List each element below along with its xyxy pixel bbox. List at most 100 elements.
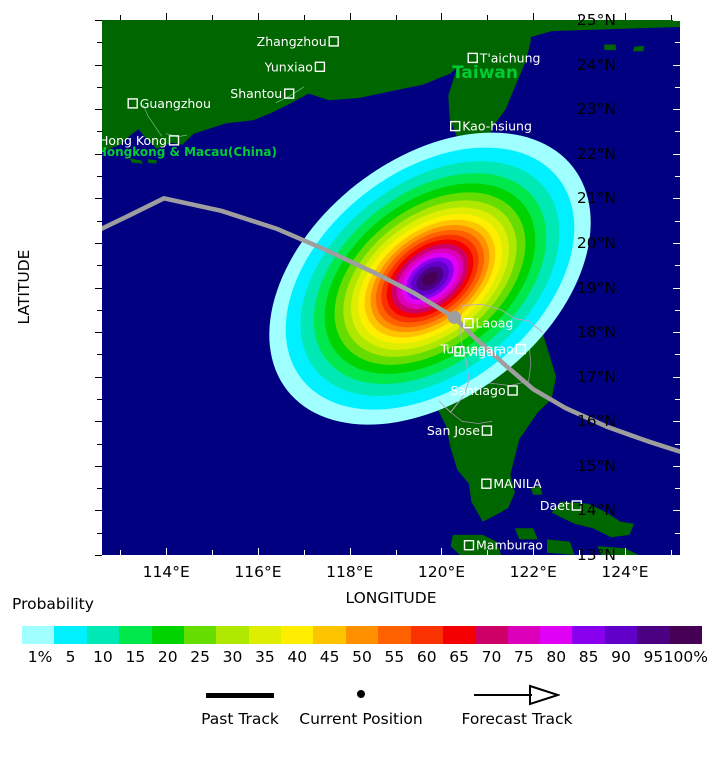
colorbar-tick-label: 80	[546, 648, 567, 666]
probability-contour-100	[422, 271, 438, 286]
city-marker-group[interactable]: Zhangzhou	[257, 34, 339, 49]
colorbar-tick-label: 45	[319, 648, 340, 666]
city-marker-group[interactable]: T'aichung	[467, 50, 540, 65]
forecast-track-line	[452, 315, 680, 454]
y-axis-tick	[95, 198, 102, 200]
colorbar-swatch	[540, 626, 573, 644]
city-label: Santiago	[450, 383, 505, 398]
city-marker-group[interactable]: Santiago	[450, 383, 518, 398]
y-axis-label: 18°N	[576, 323, 616, 342]
y-axis-minor-tick-inner	[675, 354, 680, 356]
city-label: San Jose	[427, 423, 480, 438]
marinduque-island	[514, 528, 538, 540]
city-marker-group[interactable]: Hong Kong	[102, 133, 180, 148]
x-axis-minor-tick-inner	[670, 550, 672, 555]
y-axis-minor-tick-inner	[675, 532, 680, 534]
colorbar-tick-label: 85	[578, 648, 599, 666]
colorbar-swatch	[151, 626, 184, 644]
y-axis-tick-inner	[673, 287, 680, 289]
x-axis-minor-tick-inner	[487, 550, 489, 555]
city-marker-group[interactable]: Guangzhou	[127, 96, 211, 111]
y-axis-minor-tick	[97, 309, 102, 311]
y-axis-tick-inner	[673, 198, 680, 200]
legend-item-forecast-track: Forecast Track	[437, 680, 597, 728]
colorbar-swatch	[86, 626, 120, 644]
burias-island	[547, 539, 575, 555]
city-label: Kao-hsiung	[462, 119, 532, 134]
x-axis-tick-inner	[257, 548, 259, 555]
y-axis-minor-tick-inner	[675, 42, 680, 44]
x-axis-label: 120°E	[417, 563, 466, 581]
y-axis-tick	[95, 465, 102, 467]
city-marker-group[interactable]: Yunxiao	[264, 59, 326, 74]
city-marker-group[interactable]: MANILA	[481, 476, 542, 491]
y-axis-tick	[95, 510, 102, 512]
current-position-marker[interactable]	[447, 310, 461, 324]
y-axis-minor-tick-inner	[675, 86, 680, 88]
city-marker-group[interactable]: Laoag	[463, 316, 513, 331]
city-marker-group[interactable]: San Jose	[427, 423, 493, 438]
y-axis-tick-inner	[673, 242, 680, 244]
x-axis-label: 122°E	[509, 563, 557, 581]
colorbar-tick-labels: 1% 5 10 15 20 25 30 35 40 45 50 55 60 65 70 75 80 85 90 95 1…	[22, 648, 708, 668]
city-marker-group[interactable]: Tuguegarao	[440, 342, 526, 357]
y-axis-minor-tick-inner	[675, 398, 680, 400]
forecast-track-arrow-icon	[437, 680, 597, 710]
map-legend: Past Track Current Position Forecast Tra…	[0, 680, 720, 740]
y-axis-tick	[95, 20, 102, 21]
y-axis-label: 14°N	[576, 501, 616, 520]
y-axis-minor-tick	[97, 86, 102, 88]
colorbar-tick-label: 100%	[663, 648, 708, 666]
colorbar-swatch	[572, 626, 605, 644]
y-axis-minor-tick-inner	[675, 488, 680, 490]
y-axis-label: 19°N	[576, 278, 616, 297]
y-axis-tick-inner	[673, 465, 680, 467]
region-label: Taiwan	[452, 63, 518, 83]
city-marker-icon	[481, 425, 493, 436]
y-axis-minor-tick	[97, 532, 102, 534]
colorbar-tick-label: 1%	[27, 648, 53, 666]
city-marker-group[interactable]: Daet	[540, 498, 582, 513]
city-label: Yunxiao	[264, 59, 313, 74]
y-axis-minor-tick-inner	[675, 220, 680, 222]
small-island-a	[129, 158, 144, 164]
colorbar-tick-label: 65	[449, 648, 470, 666]
colorbar-tick-label: 95	[643, 648, 664, 666]
city-label: MANILA	[493, 476, 542, 491]
city-marker-group[interactable]: Vigan	[454, 344, 502, 359]
y-axis-tick	[95, 376, 102, 378]
map-canvas: Taiwan Hongkong & Macau(China) Zhangzhou Yu…	[102, 20, 680, 555]
y-axis-minor-tick	[97, 220, 102, 222]
y-axis-tick-inner	[673, 421, 680, 423]
y-axis-minor-tick-inner	[675, 131, 680, 133]
colorbar-tick-label: 10	[93, 648, 113, 666]
colorbar-swatch	[345, 626, 379, 644]
y-axis-tick-inner	[673, 376, 680, 378]
map-plot-area[interactable]: Taiwan Hongkong & Macau(China) Zhangzhou Yu…	[102, 20, 680, 555]
y-axis-tick-inner	[673, 109, 680, 111]
legend-label-current-position: Current Position	[299, 710, 423, 728]
colorbar-tick-label: 15	[125, 648, 146, 666]
colorbar-tick-label: 55	[384, 648, 405, 666]
city-label: Hong Kong	[102, 133, 167, 148]
y-axis-tick	[95, 109, 102, 111]
city-label: Zhangzhou	[257, 34, 327, 49]
colorbar-swatch	[637, 626, 670, 644]
city-marker-icon	[314, 61, 326, 72]
y-axis-minor-tick-inner	[675, 265, 680, 267]
city-marker-group[interactable]: Shantou	[230, 86, 295, 101]
x-axis-minor-tick	[303, 15, 305, 20]
city-marker-icon	[463, 318, 474, 329]
y-axis-label: 17°N	[576, 367, 616, 386]
x-axis-tick	[257, 13, 259, 20]
y-axis-tick	[95, 242, 102, 244]
y-axis-label: 24°N	[576, 55, 616, 74]
current-position-dot-icon	[281, 680, 441, 710]
city-marker-group[interactable]: Kao-hsiung	[450, 119, 532, 134]
y-axis-minor-tick	[97, 176, 102, 178]
city-marker-group[interactable]: Mamburao	[463, 538, 543, 553]
x-axis-label: 124°E	[601, 563, 649, 581]
y-axis-label: 15°N	[576, 456, 616, 475]
ishigaki-island	[633, 45, 645, 52]
